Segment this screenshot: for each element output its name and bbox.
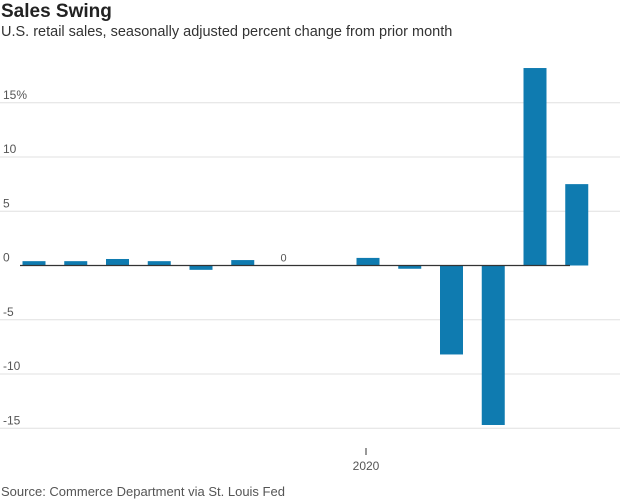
chart-title: Sales Swing [1, 1, 112, 22]
bar [481, 265, 505, 425]
y-tick-label: 10 [3, 142, 17, 156]
bar [523, 68, 547, 266]
bar [64, 261, 88, 266]
y-tick-label: 5 [3, 196, 10, 210]
bar [147, 261, 171, 266]
bar [356, 257, 380, 266]
x-tick-label: 2020 [353, 459, 380, 473]
y-tick-label: 0 [3, 251, 10, 265]
y-tick-label: -10 [3, 359, 21, 373]
bar [22, 261, 46, 266]
bar-value-label: 0 [280, 253, 286, 265]
y-tick-label: -5 [3, 305, 14, 319]
bar [106, 258, 129, 266]
y-tick-label: 15% [3, 88, 27, 102]
bar [565, 184, 589, 266]
source-note: Source: Commerce Department via St. Loui… [1, 484, 285, 499]
bar [440, 265, 463, 355]
bar [231, 260, 255, 266]
bar-chart: 15% 10 5 0 -5 -10 -15 0 2020 [0, 68, 620, 473]
bar [189, 265, 213, 270]
bar [398, 265, 422, 269]
chart-subtitle: U.S. retail sales, seasonally adjusted p… [1, 24, 453, 40]
y-tick-label: -15 [3, 413, 21, 427]
